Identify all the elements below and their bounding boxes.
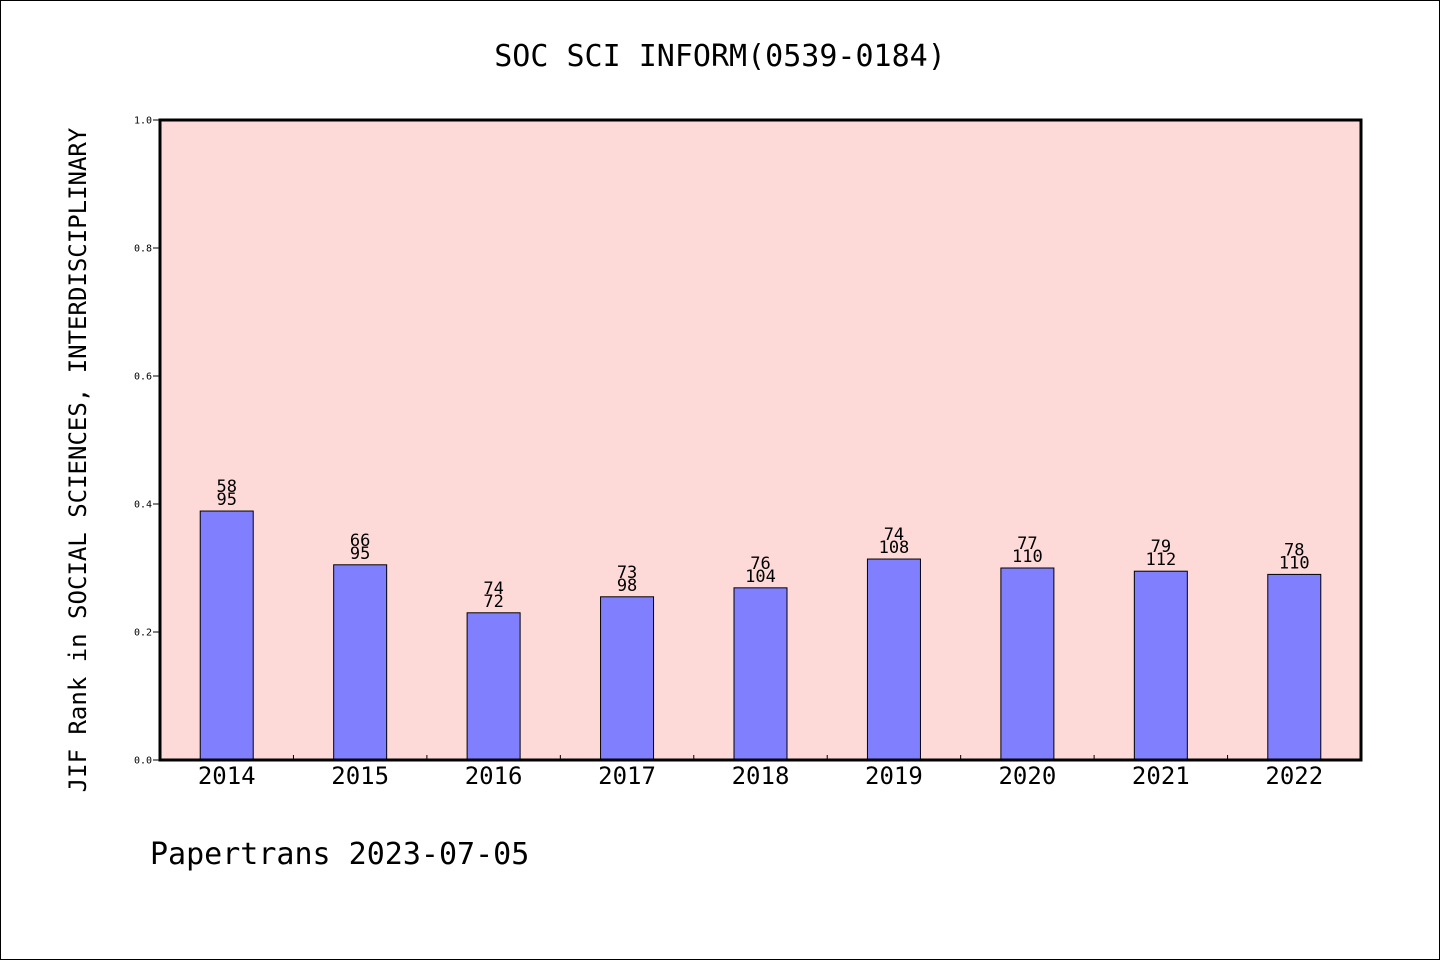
x-tick-label: 2021	[1132, 762, 1190, 790]
bar-total-label: 98	[617, 576, 637, 596]
chart-title: SOC SCI INFORM(0539-0184)	[494, 39, 946, 74]
bar-total-label: 110	[1012, 547, 1043, 567]
x-tick-label: 2016	[465, 762, 523, 790]
x-tick-label: 2019	[865, 762, 923, 790]
bar-total-label: 112	[1145, 550, 1176, 570]
bar-rank-label: 74	[884, 525, 904, 545]
bar-total-label: 95	[350, 544, 370, 564]
x-tick-label: 2015	[331, 762, 389, 790]
bar-rank-label: 76	[750, 554, 770, 574]
y-axis-label: JIF Rank in SOCIAL SCIENCES, INTERDISCIP…	[64, 127, 92, 792]
y-tick-label: 0.0	[134, 756, 152, 767]
x-tick-label: 2020	[998, 762, 1056, 790]
bar-2016	[466, 612, 521, 761]
plot-border	[158, 118, 1363, 762]
bar-rank-label: 78	[1284, 540, 1304, 560]
y-tick-label: 0.4	[134, 500, 152, 511]
y-tick-label: 1.0	[134, 116, 152, 127]
y-tick-label: 0.6	[134, 372, 152, 383]
bar-rank-label: 66	[350, 531, 370, 551]
bar-total-label: 104	[745, 567, 776, 587]
x-tick-label: 2018	[732, 762, 790, 790]
x-tick-label: 2014	[198, 762, 256, 790]
y-tick-label: 0.8	[134, 244, 152, 255]
bar-rank-label: 77	[1017, 534, 1037, 554]
x-tick-label: 2017	[598, 762, 656, 790]
bar-total-label: 72	[483, 592, 503, 612]
bar-2015	[333, 564, 388, 761]
bar-2022	[1267, 573, 1322, 761]
bar-rank-label: 58	[216, 477, 236, 497]
footer-text: Papertrans 2023-07-05	[150, 837, 529, 872]
bar-2021	[1133, 570, 1188, 761]
bar-rank-label: 73	[617, 563, 637, 583]
y-tick-label: 0.2	[134, 628, 152, 639]
bar-2020	[1000, 567, 1055, 761]
bar-2019	[866, 558, 921, 761]
bar-2017	[600, 596, 655, 761]
bar-2014	[199, 510, 254, 761]
bar-total-label: 95	[216, 490, 236, 510]
x-tick-label: 2022	[1265, 762, 1323, 790]
bar-2018	[733, 587, 788, 761]
bar-total-label: 110	[1279, 553, 1310, 573]
bar-rank-label: 79	[1151, 537, 1171, 557]
bar-total-label: 108	[879, 538, 910, 558]
bar-rank-label: 74	[483, 579, 503, 599]
